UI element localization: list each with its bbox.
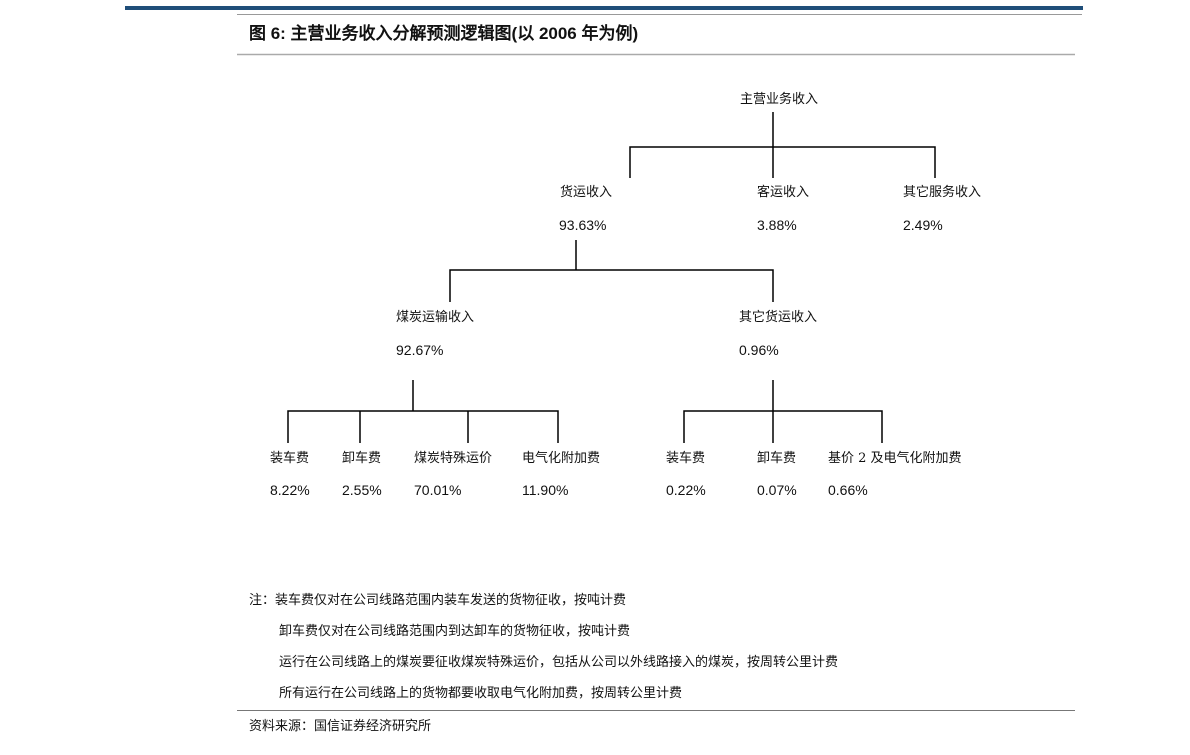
page-title: 图 6: 主营业务收入分解预测逻辑图(以 2006 年为例) <box>249 24 639 43</box>
leaf-value: 2.55% <box>342 482 382 498</box>
leaf-label: 装车费 <box>666 451 706 466</box>
connector-freight <box>449 240 774 302</box>
node-coal-value: 92.67% <box>396 342 444 358</box>
leaf-label: 煤炭特殊运价 <box>414 451 493 466</box>
leaf-value: 70.01% <box>414 482 462 498</box>
node-passenger-value: 3.88% <box>757 217 797 233</box>
source-note: 资料来源：国信证券经济研究所 <box>249 719 432 734</box>
leaf-value: 0.22% <box>666 482 706 498</box>
leaf-value: 11.90% <box>522 482 569 498</box>
leaf-value: 0.07% <box>757 482 797 498</box>
node-other-freight-value: 0.96% <box>739 342 779 358</box>
node-other-service-label: 其它服务收入 <box>903 185 982 200</box>
leaf-value: 0.66% <box>828 482 868 498</box>
note-line: 卸车费仅对在公司线路范围内到达卸车的货物征收，按吨计费 <box>279 624 631 639</box>
leaf-label: 电气化附加费 <box>522 451 601 466</box>
leaf-label: 基价 2 及电气化附加费 <box>828 451 962 466</box>
node-coal-label: 煤炭运输收入 <box>396 310 475 325</box>
leaf-label: 卸车费 <box>342 451 382 466</box>
node-other-freight-label: 其它货运收入 <box>739 310 818 325</box>
node-freight-value: 93.63% <box>559 217 607 233</box>
node-root-label: 主营业务收入 <box>740 92 819 107</box>
connector-other-freight <box>683 380 883 443</box>
node-passenger-label: 客运收入 <box>757 185 810 200</box>
leaf-label: 装车费 <box>270 451 310 466</box>
node-other-service-value: 2.49% <box>903 217 943 233</box>
connector-coal <box>287 380 559 443</box>
note-line: 所有运行在公司线路上的货物都要收取电气化附加费，按周转公里计费 <box>279 686 683 701</box>
note-line: 注：装车费仅对在公司线路范围内装车发送的货物征收，按吨计费 <box>249 593 627 608</box>
top-rule <box>125 6 1083 10</box>
connector-root <box>629 112 936 178</box>
note-line: 运行在公司线路上的煤炭要征收煤炭特殊运价，包括从公司以外线路接入的煤炭，按周转公… <box>279 655 839 670</box>
leaf-label: 卸车费 <box>757 451 797 466</box>
leaf-value: 8.22% <box>270 482 310 498</box>
node-freight-label: 货运收入 <box>560 185 613 200</box>
